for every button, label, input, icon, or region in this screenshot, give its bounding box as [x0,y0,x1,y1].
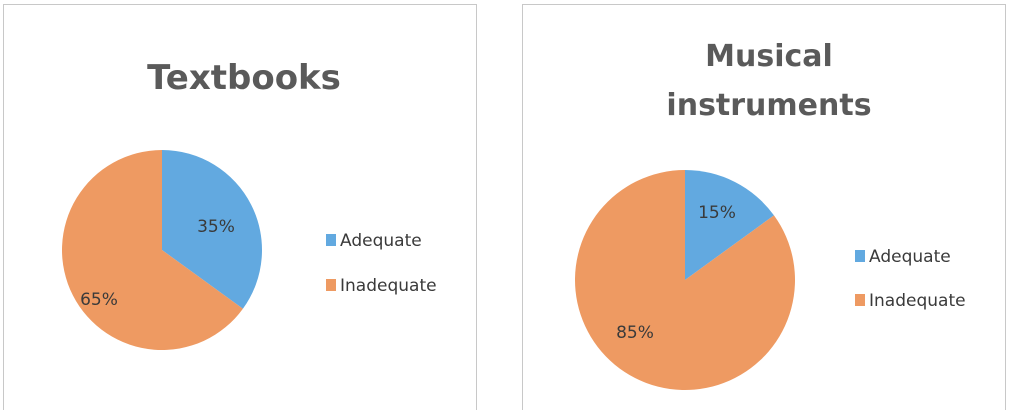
chart-title-line-1: Musical [705,39,833,74]
chart-title-line-2: instruments [666,88,871,123]
chart-panel-textbooks: Textbooks 35% 65% Adequate Inadequate [3,4,477,410]
pie-slice-inadequate [575,170,795,390]
data-label-inadequate: 65% [80,290,118,310]
pie-slice-inadequate [61,150,243,351]
chart-title: Textbooks [147,58,341,98]
chart-panel-musical-instruments: Musical instruments 15% 85% Adequate Inadequa… [522,4,1006,410]
pie-slice-adequate [162,150,262,309]
legend-label-inadequate: Inadequate [340,276,437,296]
legend-swatch-inadequate [855,294,865,306]
legend-label-inadequate: Inadequate [869,291,966,311]
legend-swatch-inadequate [326,279,336,291]
pie-slice-adequate [685,170,774,280]
pie-chart-musical-instruments: Musical instruments 15% 85% Adequate Inadequa… [575,39,966,390]
data-label-adequate: 15% [698,203,736,223]
data-label-inadequate: 85% [616,323,654,343]
legend-label-adequate: Adequate [340,231,422,251]
data-label-adequate: 35% [197,217,235,237]
pie-chart-textbooks: Textbooks 35% 65% Adequate Inadequate [61,58,437,351]
legend-label-adequate: Adequate [869,247,951,267]
legend-swatch-adequate [326,234,336,246]
legend-swatch-adequate [855,250,865,262]
